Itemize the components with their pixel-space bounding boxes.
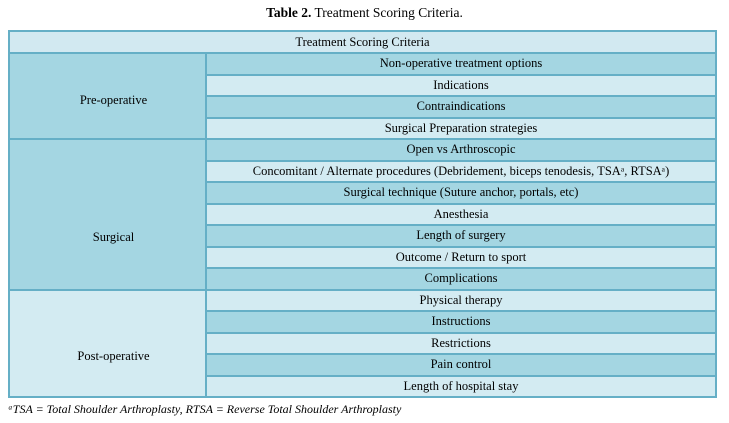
criteria-cell: Physical therapy	[205, 288, 717, 312]
table-row: Complications	[9, 267, 717, 291]
table-row: Length of hospital stay	[9, 374, 717, 398]
criteria-cell: Concomitant / Alternate procedures (Debr…	[205, 159, 717, 183]
table-footnote: ᵃTSA = Total Shoulder Arthroplasty, RTSA…	[8, 402, 402, 416]
criteria-cell: Restrictions	[205, 331, 717, 355]
criteria-cell: Open vs Arthroscopic	[205, 138, 717, 162]
table-row: Surgical Preparation strategies	[9, 116, 717, 140]
group-cell-surgical: Surgical	[8, 138, 207, 291]
criteria-cell: Contraindications	[205, 95, 717, 119]
criteria-cell: Anesthesia	[205, 202, 717, 226]
criteria-cell: Length of surgery	[205, 224, 717, 248]
criteria-cell: Indications	[205, 73, 717, 97]
group-label: Pre-operative	[79, 92, 148, 107]
table-row: Surgical Open vs Arthroscopic	[8, 138, 717, 291]
table-row: Post-operative Physical therapy	[8, 288, 717, 398]
table-caption-title: Treatment Scoring Criteria.	[314, 5, 463, 20]
treatment-scoring-table: Treatment Scoring Criteria Pre-operative…	[8, 30, 717, 398]
group-label: Post-operative	[77, 348, 150, 363]
table-caption: Table 2. Treatment Scoring Criteria.	[0, 0, 729, 29]
table-row: Pre-operative Non-operative treatment op…	[8, 52, 717, 140]
table-row: Indications	[9, 73, 717, 97]
criteria-cell: Surgical technique (Suture anchor, porta…	[205, 181, 717, 205]
table-row: Anesthesia	[9, 202, 717, 226]
group-label: Surgical	[92, 229, 135, 244]
table-row: Surgical technique (Suture anchor, porta…	[9, 181, 717, 205]
table-caption-number: Table 2.	[266, 5, 312, 20]
criteria-cell: Pain control	[205, 353, 717, 377]
table-header-cell: Treatment Scoring Criteria	[8, 30, 717, 54]
criteria-cell: Surgical Preparation strategies	[205, 116, 717, 140]
criteria-cell: Non-operative treatment options	[205, 52, 717, 76]
table-row: Concomitant / Alternate procedures (Debr…	[9, 159, 717, 183]
table-row: Length of surgery	[9, 224, 717, 248]
criteria-cell: Instructions	[205, 310, 717, 334]
criteria-cell: Complications	[205, 267, 717, 291]
criteria-cell: Length of hospital stay	[205, 374, 717, 398]
group-cell-pre-operative: Pre-operative	[8, 52, 207, 140]
criteria-cell: Outcome / Return to sport	[205, 245, 717, 269]
table-header-row: Treatment Scoring Criteria	[8, 30, 717, 54]
table-row: Restrictions	[9, 331, 717, 355]
group-cell-post-operative: Post-operative	[8, 288, 207, 398]
